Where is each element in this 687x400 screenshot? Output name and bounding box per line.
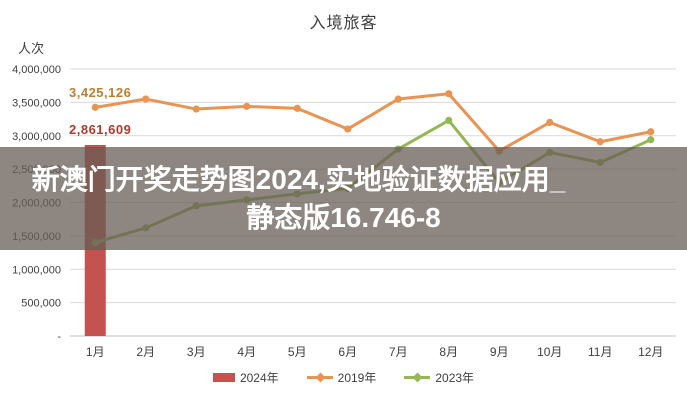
x-tick-label: 4月 — [237, 345, 256, 359]
point-2019年 — [243, 102, 251, 110]
legend-swatch-2024-bar — [212, 372, 235, 382]
point-2019年 — [647, 128, 655, 136]
x-tick-label: 9月 — [490, 345, 509, 359]
x-tick-label: 12月 — [638, 345, 663, 359]
x-tick-label: 5月 — [288, 345, 307, 359]
legend-item-2023: 2023年 — [404, 369, 474, 386]
y-tick-label: 3,500,000 — [12, 97, 61, 109]
x-tick-label: 2月 — [136, 345, 155, 359]
chart-title: 入境旅客 — [309, 15, 378, 32]
legend-item-2024: 2024年 — [212, 369, 279, 386]
y-tick-label: 500,000 — [21, 298, 61, 310]
legend-label-2023: 2023年 — [435, 370, 475, 385]
y-axis-unit-label: 人次 — [18, 41, 45, 56]
legend-swatch-2023-line — [404, 372, 431, 382]
x-tick-labels-group: 1月 2月 3月 4月 5月 6月 7月 8月 9月 10月 11月 12月 — [86, 345, 664, 359]
point-2019年 — [91, 103, 99, 111]
legend-swatch-2019-line — [306, 372, 333, 382]
point-2019年 — [344, 125, 352, 133]
y-tick-label: 4,000,000 — [12, 64, 61, 76]
legend-diamond-marker-icon — [412, 372, 423, 382]
x-tick-label: 11月 — [588, 345, 612, 359]
legend-item-2019: 2019年 — [306, 369, 377, 386]
point-2023年 — [445, 116, 453, 124]
point-2019年 — [546, 118, 554, 126]
legend-label-2019: 2019年 — [337, 370, 377, 385]
x-tick-label: 1月 — [86, 345, 105, 359]
x-tick-label: 7月 — [389, 345, 408, 359]
x-tick-label: 6月 — [338, 345, 357, 359]
x-tick-label: 8月 — [439, 345, 458, 359]
point-2019年 — [596, 138, 604, 146]
point-2023年 — [647, 136, 655, 144]
point-2019年 — [293, 104, 301, 112]
watermark-overlay-band: 新澳门开奖走势图2024,实地验证数据应用_ 静态版16.746-8 — [0, 147, 687, 250]
y-tick-label: - — [57, 331, 61, 343]
x-tick-label: 3月 — [187, 345, 206, 359]
legend-label-2024: 2024年 — [239, 370, 279, 385]
line-2019年 — [93, 92, 653, 153]
y-tick-label: 3,000,000 — [12, 131, 61, 143]
y-tick-label: 1,000,000 — [12, 264, 61, 276]
chart-legend: 2024年 2019年 2023年 — [0, 367, 687, 387]
legend-diamond-marker-icon — [315, 372, 326, 382]
point-2019年 — [394, 95, 402, 103]
point-2019年 — [142, 95, 150, 103]
point-2019年 — [445, 90, 453, 98]
x-tick-label: 10月 — [537, 345, 562, 359]
data-label-2024-jan: 2,861,609 — [69, 122, 132, 137]
watermark-text-line1: 新澳门开奖走势图2024,实地验证数据应用_ — [31, 163, 566, 195]
data-label-2019-jan: 3,425,126 — [69, 85, 132, 100]
watermark-text-line2: 静态版16.746-8 — [246, 201, 441, 233]
point-2019年 — [192, 105, 200, 113]
